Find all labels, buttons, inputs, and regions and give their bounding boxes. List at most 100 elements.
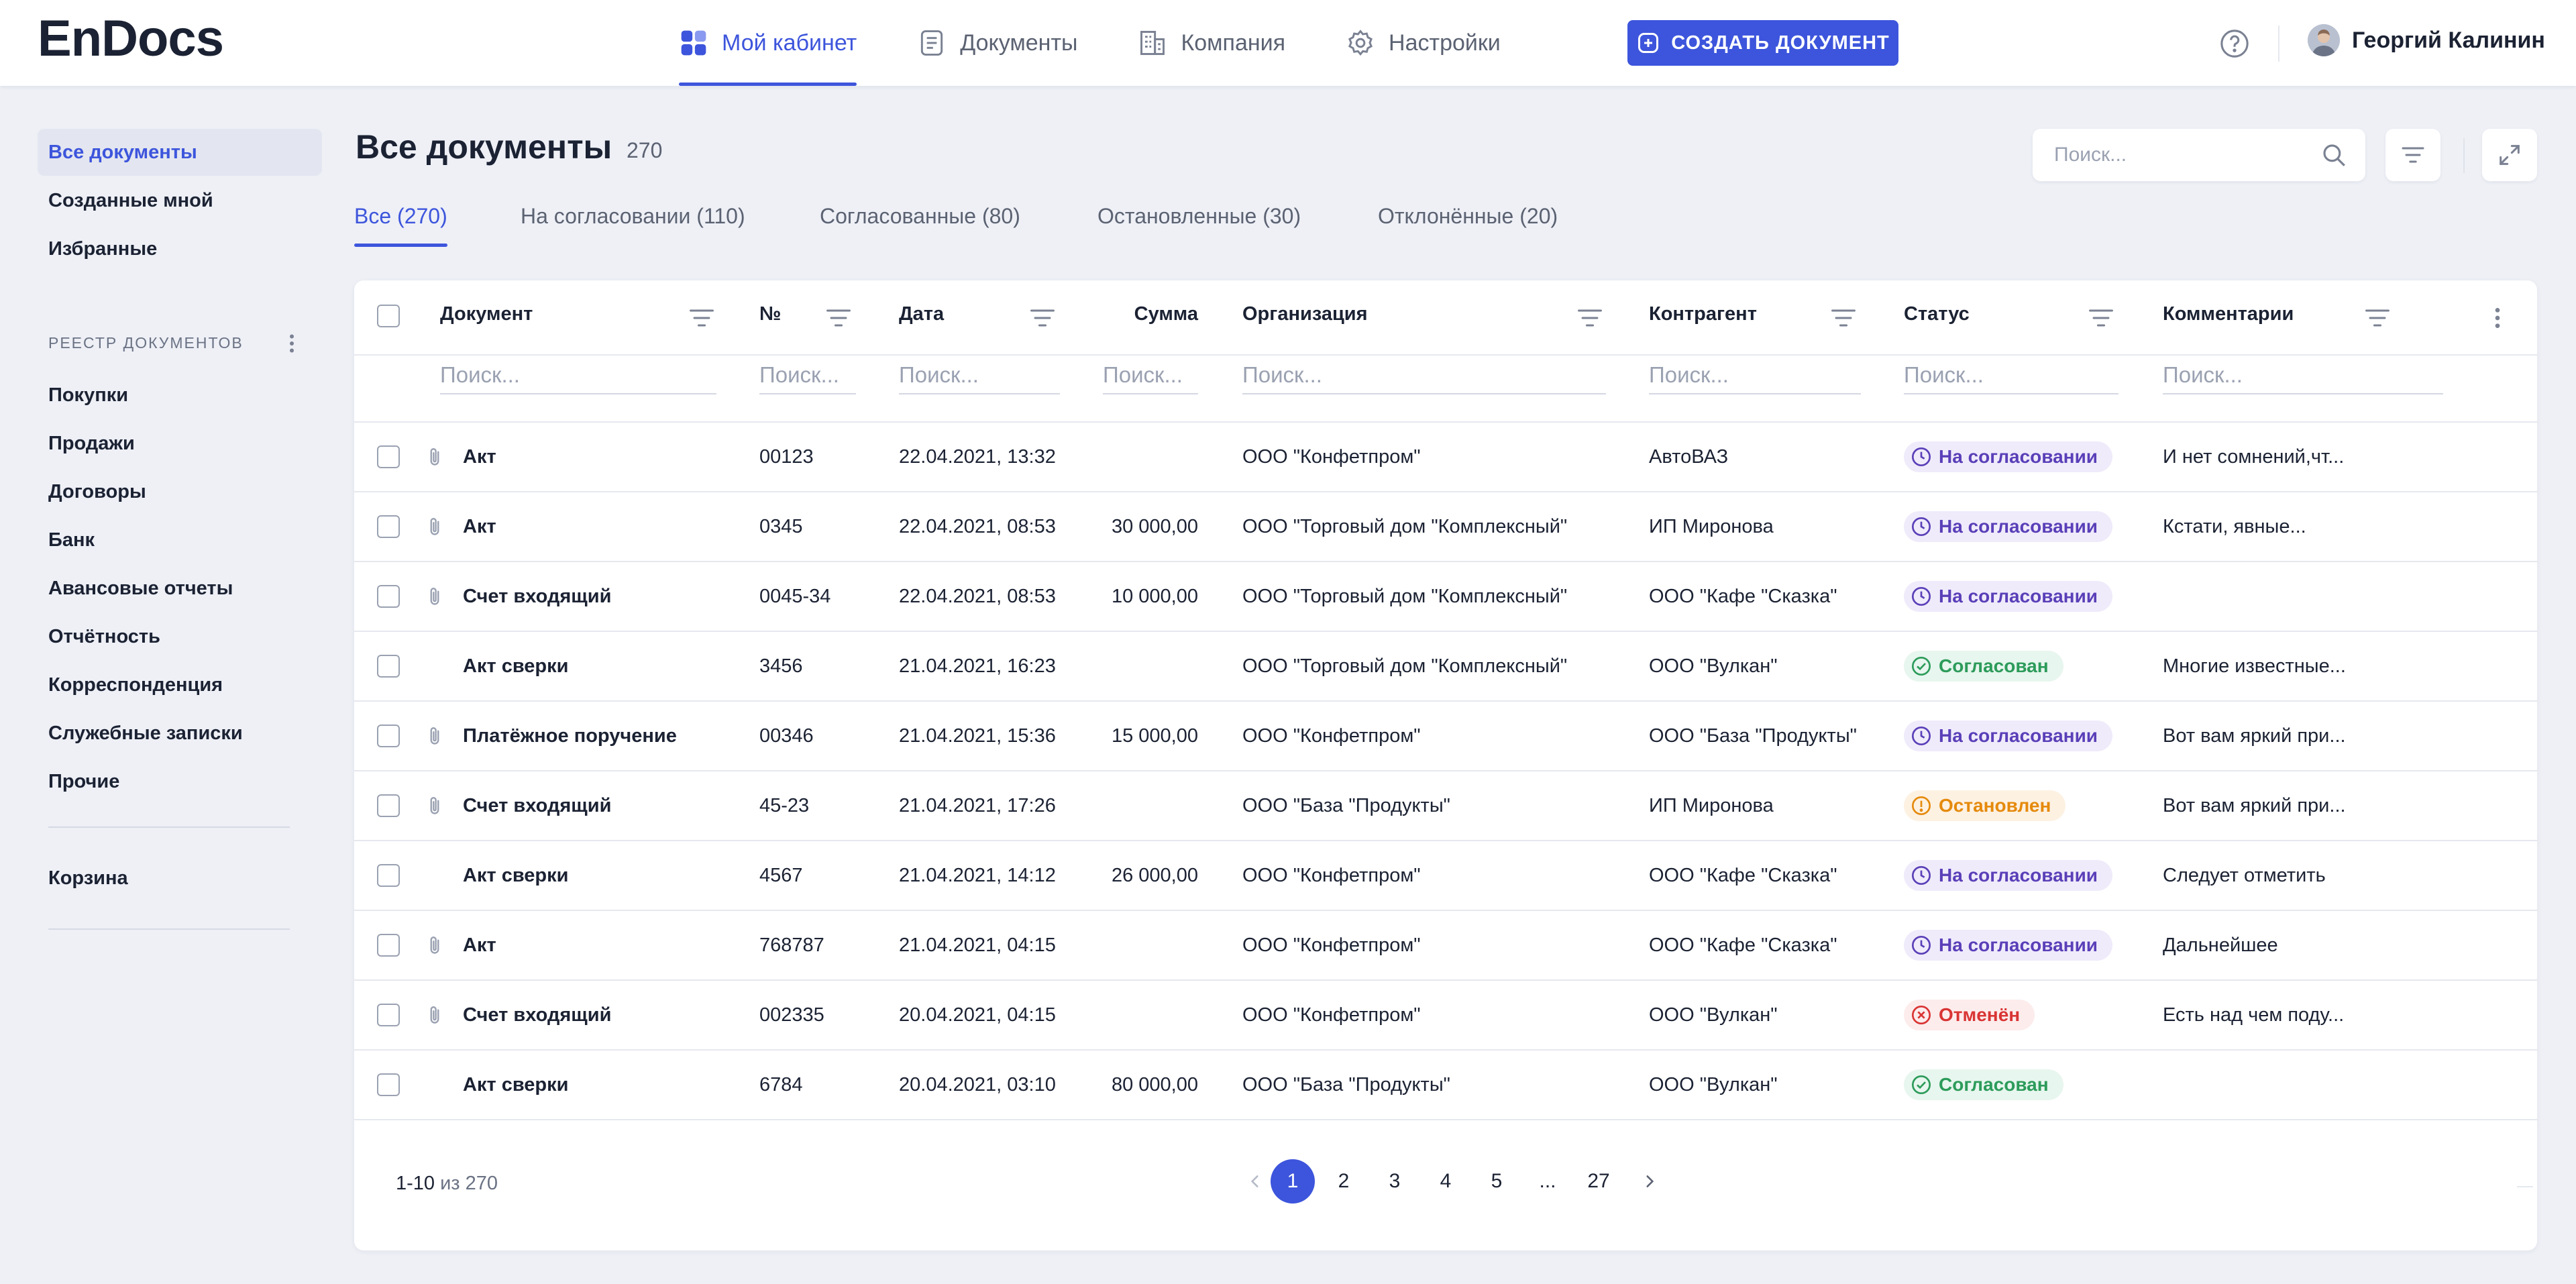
cell-sum: 26 000,00 [1111,864,1198,886]
filter-icon[interactable] [2086,303,2116,333]
column-header-counterparty[interactable]: Контрагент [1649,303,1757,325]
paperclip-icon[interactable] [423,444,447,471]
create-document-button[interactable]: СОЗДАТЬ ДОКУМЕНТ [1627,20,1898,66]
search-input[interactable] [759,358,856,392]
row-checkbox[interactable] [377,794,400,817]
filter-icon[interactable] [687,303,716,333]
row-checkbox[interactable] [377,585,400,608]
paperclip-icon[interactable] [423,1002,447,1029]
nav-documents[interactable]: Документы [917,0,1077,86]
tab-all[interactable]: Все (270) [354,204,447,247]
header-divider [354,421,2537,423]
sidebar-item-memos[interactable]: Служебные записки [48,722,243,744]
paperclip-icon[interactable] [423,514,447,541]
search-input[interactable] [1103,358,1198,392]
nav-my-cabinet[interactable]: Мой кабинет [679,0,857,86]
search-input[interactable] [1904,358,2118,392]
select-all-checkbox[interactable] [377,305,400,327]
column-header-number[interactable]: № [759,303,782,325]
cell-organization: ООО "Конфетпром" [1242,934,1421,956]
row-checkbox[interactable] [377,655,400,678]
help-icon[interactable] [2219,28,2250,59]
row-checkbox[interactable] [377,934,400,957]
sidebar-item-purchases[interactable]: Покупки [48,384,129,406]
search-input[interactable] [899,358,1060,392]
sidebar-item-all[interactable]: Все документы [38,129,322,176]
table-row[interactable]: Счет входящий 0045-34 22.04.2021, 08:53 10 … [354,562,2537,632]
nav-company[interactable]: Компания [1138,0,1285,86]
filter-icon[interactable] [1829,303,1858,333]
filter-icon[interactable] [1028,303,1057,333]
nav-settings[interactable]: Настройки [1346,0,1501,86]
user-menu[interactable]: Георгий Калинин [2308,24,2545,56]
pagination-page[interactable]: 1 [1271,1159,1315,1203]
table-row[interactable]: Платёжное поручение 00346 21.04.2021, 15:3… [354,702,2537,771]
sidebar-item-correspondence[interactable]: Корреспонденция [48,674,223,696]
filter-icon[interactable] [1575,303,1605,333]
pagination-page[interactable]: 3 [1389,1170,1401,1192]
table-row[interactable]: Акт 0345 22.04.2021, 08:53 30 000,00 ООО "То… [354,492,2537,562]
row-checkbox[interactable] [377,1004,400,1026]
row-checkbox[interactable] [377,515,400,538]
column-header-document[interactable]: Документ [440,303,533,325]
pagination-page[interactable]: 27 [1587,1170,1610,1192]
cell-status: На согласовании [1904,492,2113,561]
expand-button[interactable] [2482,129,2537,181]
tab-stopped[interactable]: Остановленные (30) [1097,204,1301,228]
search-input[interactable] [1649,358,1861,392]
cell-counterparty: ООО "Вулкан" [1649,1073,1778,1095]
sidebar-item-created-by-me[interactable]: Созданные мной [48,189,213,211]
pagination-prev[interactable] [1233,1159,1277,1203]
tab-approved[interactable]: Согласованные (80) [820,204,1020,228]
column-header-organization[interactable]: Организация [1242,303,1368,325]
row-checkbox[interactable] [377,725,400,747]
table-row[interactable]: Акт 00123 22.04.2021, 13:32 ООО "Конфетпром… [354,423,2537,492]
table-row[interactable]: Акт 768787 21.04.2021, 04:15 ООО "Конфетпро… [354,911,2537,981]
pagination-ellipsis: ... [1539,1170,1556,1192]
more-vertical-icon[interactable] [2487,305,2508,331]
app-logo[interactable]: EnDocs [38,10,224,67]
more-vertical-icon[interactable] [282,331,302,356]
column-header-status[interactable]: Статус [1904,303,1970,325]
filter-button[interactable] [2385,129,2440,181]
row-checkbox[interactable] [377,864,400,887]
tab-pending[interactable]: На согласовании (110) [521,204,745,228]
search-input[interactable] [1242,358,1606,392]
paperclip-icon[interactable] [423,932,447,959]
column-header-date[interactable]: Дата [899,303,945,325]
paperclip-icon[interactable] [423,723,447,750]
pagination-page[interactable]: 5 [1491,1170,1503,1192]
search-icon[interactable] [2320,141,2348,169]
search-input[interactable] [2163,358,2443,392]
cell-date: 21.04.2021, 15:36 [899,725,1056,747]
sidebar-item-trash[interactable]: Корзина [48,867,128,889]
filter-icon[interactable] [2363,303,2392,333]
paperclip-icon[interactable] [423,793,447,820]
column-header-comments[interactable]: Комментарии [2163,303,2294,325]
column-header-sum[interactable]: Сумма [1134,303,1198,325]
sidebar-item-sales[interactable]: Продажи [48,432,135,454]
sidebar-item-reporting[interactable]: Отчётность [48,625,160,647]
paperclip-icon[interactable] [423,584,447,610]
pagination-page[interactable]: 4 [1440,1170,1452,1192]
row-checkbox[interactable] [377,1073,400,1096]
sidebar-item-advance-reports[interactable]: Авансовые отчеты [48,577,233,599]
tab-rejected[interactable]: Отклонённые (20) [1378,204,1558,228]
table-row[interactable]: Счет входящий 002335 20.04.2021, 04:15 ООО … [354,981,2537,1051]
sidebar-item-other[interactable]: Прочие [48,770,120,792]
sidebar-item-favorites[interactable]: Избранные [48,237,158,260]
pagination-next[interactable] [1627,1159,1672,1203]
check-circle-icon [1911,655,1939,677]
row-checkbox[interactable] [377,445,400,468]
search-input[interactable] [2054,144,2320,166]
table-row[interactable]: Счет входящий 45-23 21.04.2021, 17:26 ООО … [354,771,2537,841]
sidebar-item-bank[interactable]: Банк [48,529,95,551]
table-row[interactable]: Акт сверки 6784 20.04.2021, 03:10 80 000,00… [354,1051,2537,1120]
table-row[interactable]: Акт сверки 3456 21.04.2021, 16:23 ООО "Торг… [354,632,2537,702]
cell-date: 22.04.2021, 08:53 [899,515,1056,537]
search-input[interactable] [440,358,716,392]
sidebar-item-contracts[interactable]: Договоры [48,480,146,502]
pagination-page[interactable]: 2 [1338,1170,1350,1192]
table-row[interactable]: Акт сверки 4567 21.04.2021, 14:12 26 000,00… [354,841,2537,911]
filter-icon[interactable] [824,303,853,333]
